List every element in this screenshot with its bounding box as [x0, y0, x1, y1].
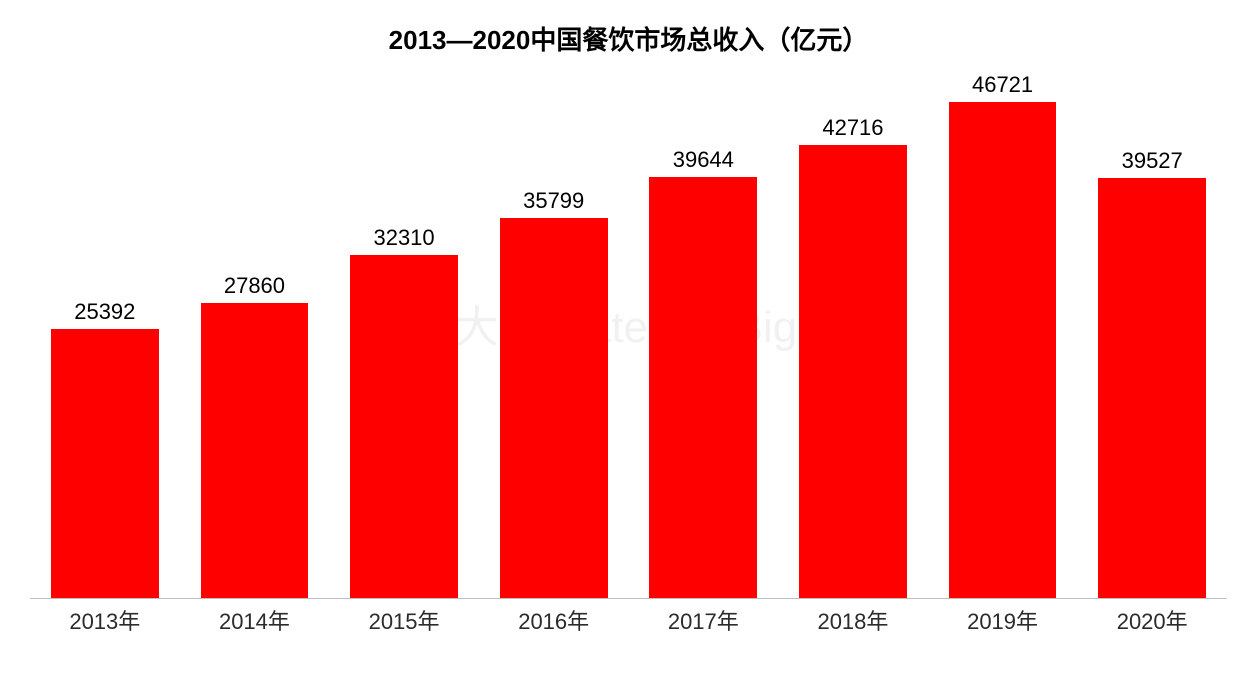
bar-value-label: 39527 — [1122, 148, 1183, 174]
bar — [500, 218, 608, 599]
bar-group-0: 25392 — [30, 67, 180, 599]
bar — [350, 255, 458, 599]
bar-group-1: 27860 — [180, 67, 330, 599]
revenue-chart: 2013—2020中国餐饮市场总收入（亿元） 餐饮大典 Catering Big… — [0, 0, 1257, 673]
bar-group-4: 39644 — [629, 67, 779, 599]
bar — [1098, 178, 1206, 599]
bar-value-label: 32310 — [373, 225, 434, 251]
x-axis-labels: 2013年2014年2015年2016年2017年2018年2019年2020年 — [30, 603, 1227, 637]
bar — [201, 303, 309, 599]
x-axis-label: 2014年 — [180, 604, 330, 636]
chart-title: 2013—2020中国餐饮市场总收入（亿元） — [30, 20, 1227, 57]
bar-value-label: 27860 — [224, 273, 285, 299]
bar-value-label: 42716 — [822, 115, 883, 141]
bar — [949, 102, 1057, 599]
bar-value-label: 35799 — [523, 188, 584, 214]
x-axis-label: 2015年 — [329, 604, 479, 636]
bar-group-2: 32310 — [329, 67, 479, 599]
x-axis-baseline — [30, 598, 1227, 599]
plot-area: 25392 27860 32310 35799 39644 42716 46721 39527… — [30, 67, 1227, 637]
bar-value-label: 25392 — [74, 299, 135, 325]
bar — [649, 177, 757, 599]
x-axis-label: 2017年 — [629, 604, 779, 636]
bar-group-3: 35799 — [479, 67, 629, 599]
bars-row: 25392 27860 32310 35799 39644 42716 46721 39527 — [30, 67, 1227, 599]
bar-group-7: 39527 — [1077, 67, 1227, 599]
bar-value-label: 46721 — [972, 72, 1033, 98]
x-axis-label: 2018年 — [778, 604, 928, 636]
bar-group-6: 46721 — [928, 67, 1078, 599]
bar-group-5: 42716 — [778, 67, 928, 599]
x-axis-label: 2020年 — [1077, 604, 1227, 636]
bar-value-label: 39644 — [673, 147, 734, 173]
x-axis-label: 2019年 — [928, 604, 1078, 636]
x-axis-label: 2013年 — [30, 604, 180, 636]
bar — [799, 145, 907, 599]
bar — [51, 329, 159, 599]
x-axis-label: 2016年 — [479, 604, 629, 636]
